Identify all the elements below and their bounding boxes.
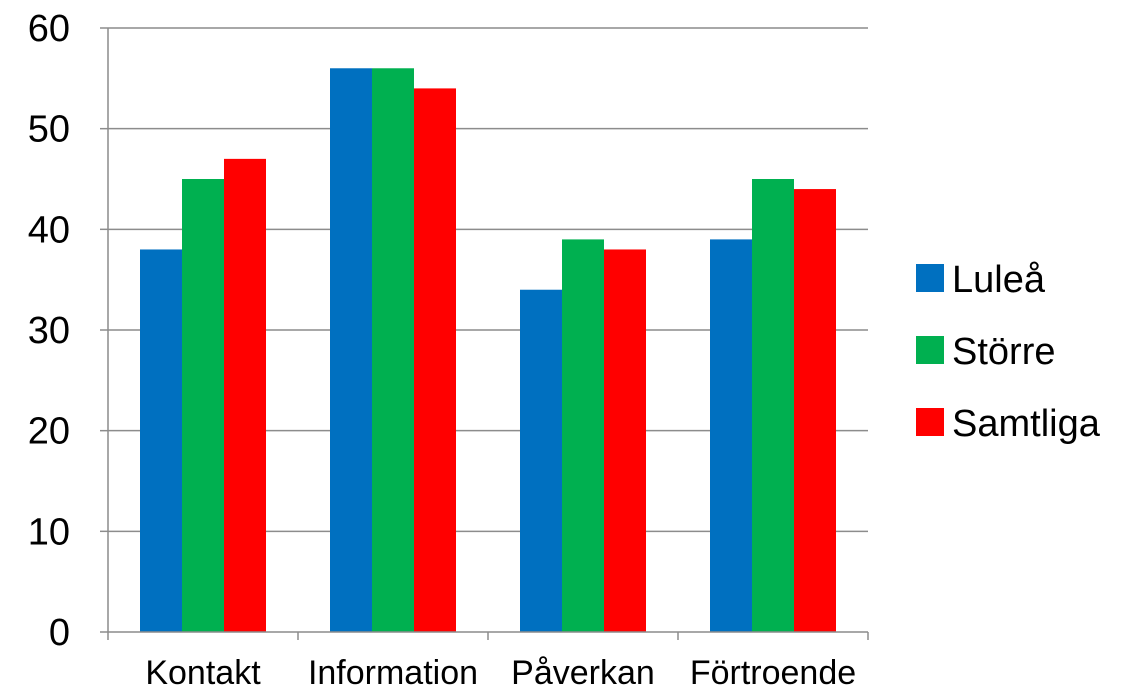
x-category-label: Information (308, 654, 478, 692)
axes (100, 27, 869, 640)
bar (224, 158, 266, 632)
x-category-label: Förtroende (690, 654, 856, 692)
x-category-label: Påverkan (511, 654, 655, 692)
bar (330, 68, 372, 633)
legend-swatch (916, 336, 944, 364)
y-tick-label: 40 (28, 209, 70, 251)
bar (604, 249, 646, 632)
y-tick-label: 0 (49, 612, 70, 654)
legend-label: Större (952, 331, 1055, 373)
y-tick-label: 60 (28, 8, 70, 50)
bar (140, 249, 182, 632)
legend-swatch (916, 408, 944, 436)
y-tick-label: 30 (28, 310, 70, 352)
x-category-labels: Kontakt Information Påverkan Förtroende (145, 654, 856, 692)
bar (794, 189, 836, 633)
bar (562, 239, 604, 632)
bar (182, 179, 224, 632)
legend: Luleå Större Samtliga (916, 259, 1101, 445)
legend-label: Samtliga (952, 403, 1101, 445)
y-tick-label: 10 (28, 511, 70, 553)
y-tick-label: 20 (28, 411, 70, 453)
bar (752, 179, 794, 632)
bar (372, 68, 414, 633)
y-tick-label: 50 (28, 109, 70, 151)
bar (710, 239, 752, 632)
bars (140, 68, 836, 633)
x-category-label: Kontakt (145, 654, 261, 692)
bar (414, 88, 456, 632)
legend-swatch (916, 264, 944, 292)
bar (520, 289, 562, 632)
y-tick-labels: 0 10 20 30 40 50 60 (28, 8, 70, 654)
legend-label: Luleå (952, 259, 1046, 301)
